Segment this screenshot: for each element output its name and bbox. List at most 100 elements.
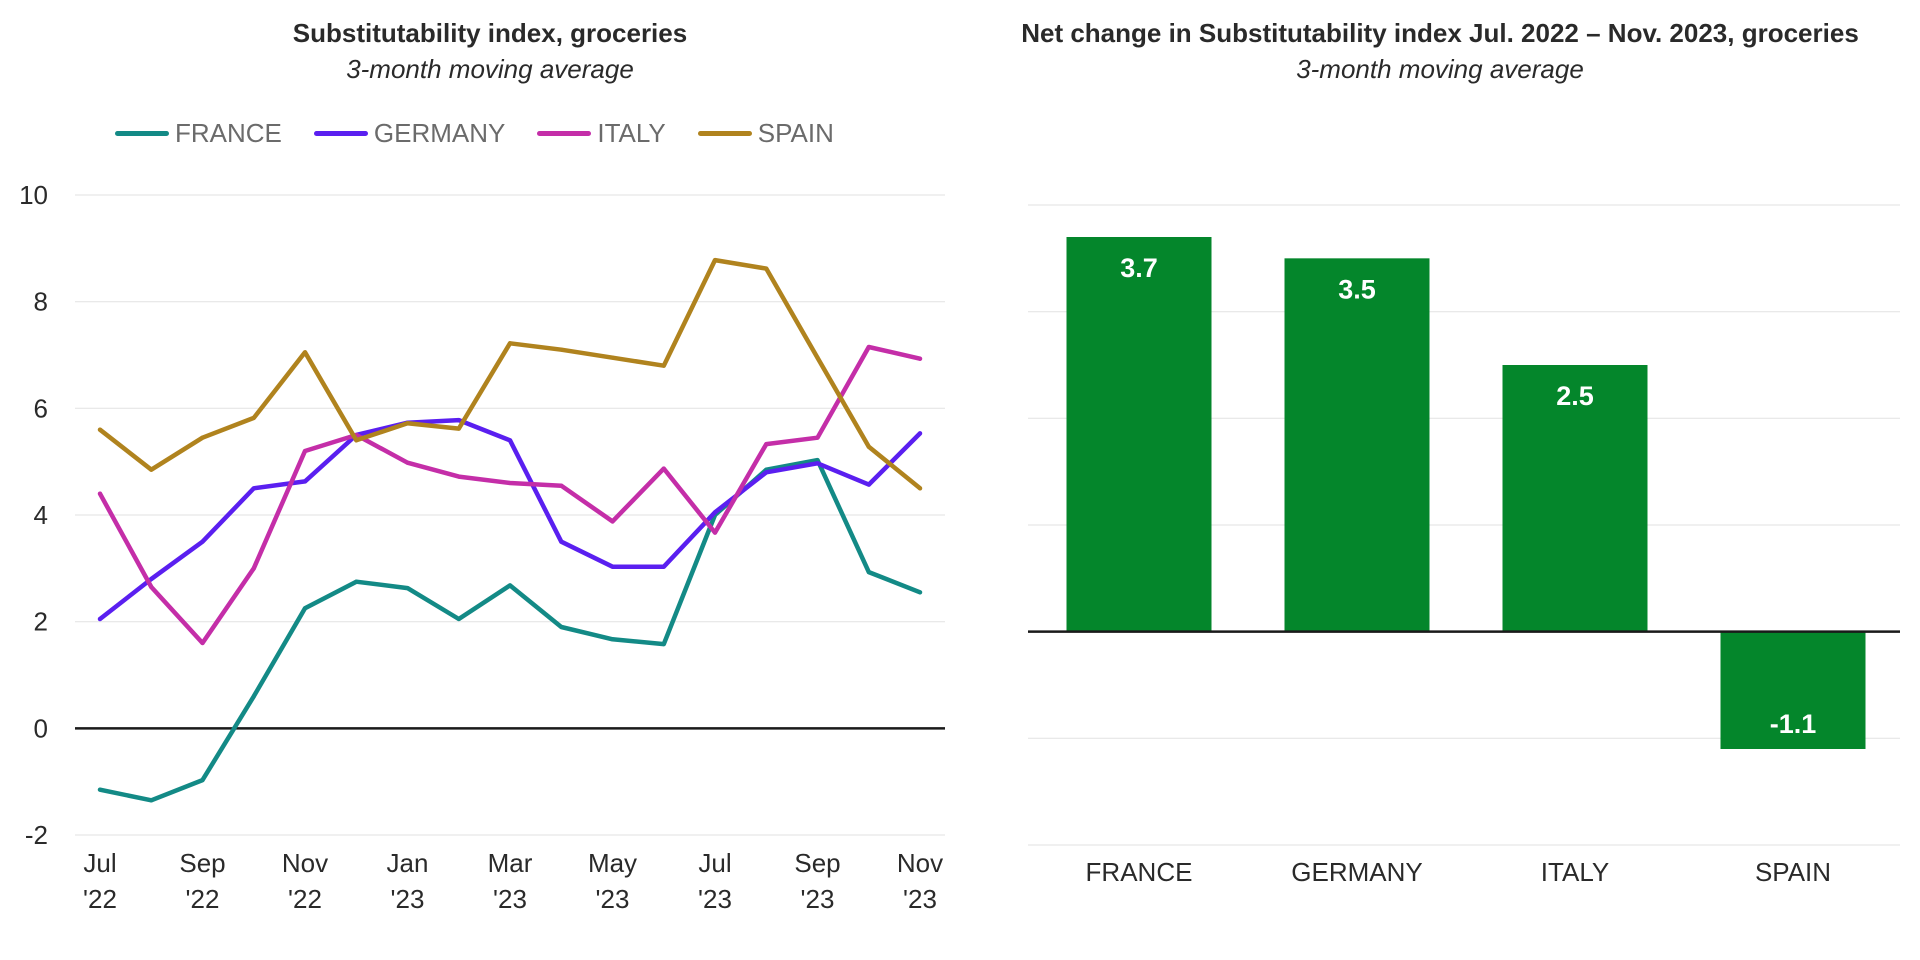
line-chart-plot: 10 8 6 4 2 0 -2 Jul '22 Sep '22 Nov '22 Jan '23 Mar '23 M…	[19, 180, 945, 914]
data-point-france	[661, 642, 666, 647]
category-label: FRANCE	[1086, 857, 1193, 887]
data-point-spain	[559, 347, 564, 352]
legend-label-italy: ITALY	[597, 118, 666, 148]
data-point-italy	[456, 474, 461, 479]
bar-value-label: 2.5	[1556, 381, 1594, 411]
legend-item-italy: ITALY	[537, 118, 666, 149]
data-point-spain	[456, 426, 461, 431]
y-tick-label: 4	[34, 500, 48, 530]
data-point-spain	[508, 341, 512, 346]
x-tick-month: Jul	[698, 848, 731, 878]
data-point-france	[559, 625, 564, 629]
bar-spain	[1720, 631, 1866, 749]
legend-label-germany: GERMANY	[373, 118, 506, 148]
data-point-germany	[200, 539, 205, 544]
data-point-france	[354, 579, 359, 584]
data-point-italy	[918, 356, 922, 361]
data-point-italy	[866, 345, 871, 349]
bar-chart-title: Net change in Substitutability index Jul…	[1021, 18, 1859, 48]
data-point-italy	[303, 449, 307, 453]
data-point-france	[98, 787, 102, 792]
data-point-spain	[303, 350, 307, 355]
data-point-germany	[661, 564, 666, 569]
data-point-italy	[764, 442, 769, 447]
data-point-spain	[764, 266, 769, 271]
data-point-italy	[200, 641, 205, 645]
category-label: SPAIN	[1755, 857, 1831, 887]
y-tick-label: -2	[25, 820, 48, 850]
category-label: GERMANY	[1291, 857, 1422, 887]
data-point-italy	[405, 460, 410, 465]
x-tick-year: '23	[391, 884, 425, 914]
line-chart-legend: FRANCE GERMANY ITALY SPAIN	[115, 118, 834, 149]
data-point-germany	[456, 418, 461, 423]
series-line-germany	[97, 417, 923, 622]
line-chart-subtitle: 3-month moving average	[346, 54, 634, 84]
y-tick-label: 2	[34, 607, 48, 637]
x-tick-year: '23	[596, 884, 630, 914]
data-point-germany	[713, 510, 717, 515]
legend-swatch-italy	[537, 131, 592, 136]
legend-swatch-germany	[313, 131, 368, 136]
x-tick-month: Jan	[387, 848, 429, 878]
data-point-france	[251, 694, 256, 699]
data-point-italy	[610, 519, 615, 524]
legend-label-spain: SPAIN	[757, 118, 834, 148]
bar-value-label: 3.5	[1338, 274, 1376, 304]
data-point-germany	[98, 617, 102, 621]
x-tick-month: Sep	[794, 848, 840, 878]
legend-item-germany: GERMANY	[313, 118, 506, 149]
line-chart-title: Substitutability index, groceries	[292, 18, 688, 48]
data-point-germany	[303, 479, 307, 484]
data-point-spain	[149, 467, 154, 472]
x-tick-year: '22	[83, 884, 117, 914]
data-point-germany	[866, 482, 871, 487]
data-point-spain	[98, 427, 102, 432]
bar-france	[1066, 237, 1212, 632]
data-point-italy	[508, 481, 512, 485]
data-point-spain	[251, 415, 256, 420]
y-tick-label: 0	[34, 713, 48, 743]
x-tick-year: '22	[288, 884, 322, 914]
data-point-spain	[405, 421, 410, 426]
data-point-france	[815, 458, 820, 463]
bar-value-label: 3.7	[1120, 253, 1158, 283]
data-point-spain	[661, 363, 666, 368]
data-point-france	[149, 798, 154, 803]
x-tick-month: Jul	[83, 848, 116, 878]
data-point-spain	[815, 355, 820, 360]
legend-label-france: FRANCE	[175, 118, 282, 148]
data-point-italy	[251, 566, 256, 571]
data-point-germany	[610, 564, 615, 569]
legend-swatch-france	[115, 131, 169, 136]
bar-chart-plot: 3.7 FRANCE 3.5 GERMANY 2.5 ITALY -1.1 SPAIN	[1028, 204, 1900, 887]
y-tick-label: 8	[34, 287, 48, 317]
x-tick-year: '23	[801, 884, 835, 914]
line-chart-panel: Substitutability index, groceries 3-mont…	[19, 18, 945, 914]
data-point-italy	[661, 466, 666, 471]
data-point-italy	[713, 530, 717, 535]
data-point-germany	[508, 438, 512, 443]
x-tick-year: '23	[903, 884, 937, 914]
data-point-spain	[918, 486, 922, 491]
series-line-spain	[97, 257, 923, 491]
data-point-france	[200, 778, 205, 783]
x-tick-month: Nov	[282, 848, 328, 878]
bar-chart-panel: Net change in Substitutability index Jul…	[960, 0, 1920, 960]
data-point-germany	[764, 470, 769, 475]
category-label: ITALY	[1541, 857, 1609, 887]
data-point-france	[610, 637, 615, 642]
data-point-germany	[815, 461, 820, 466]
data-point-spain	[866, 444, 871, 449]
data-point-france	[508, 583, 512, 588]
data-point-spain	[610, 355, 615, 360]
x-tick-month: Sep	[179, 848, 225, 878]
data-point-france	[866, 570, 871, 575]
data-point-germany	[149, 577, 154, 581]
data-point-italy	[559, 483, 564, 488]
bar-italy	[1502, 365, 1648, 632]
x-tick-month: May	[588, 848, 637, 878]
data-point-italy	[815, 435, 820, 440]
bar-germany	[1284, 258, 1430, 632]
bar-chart-subtitle: 3-month moving average	[1296, 54, 1584, 84]
